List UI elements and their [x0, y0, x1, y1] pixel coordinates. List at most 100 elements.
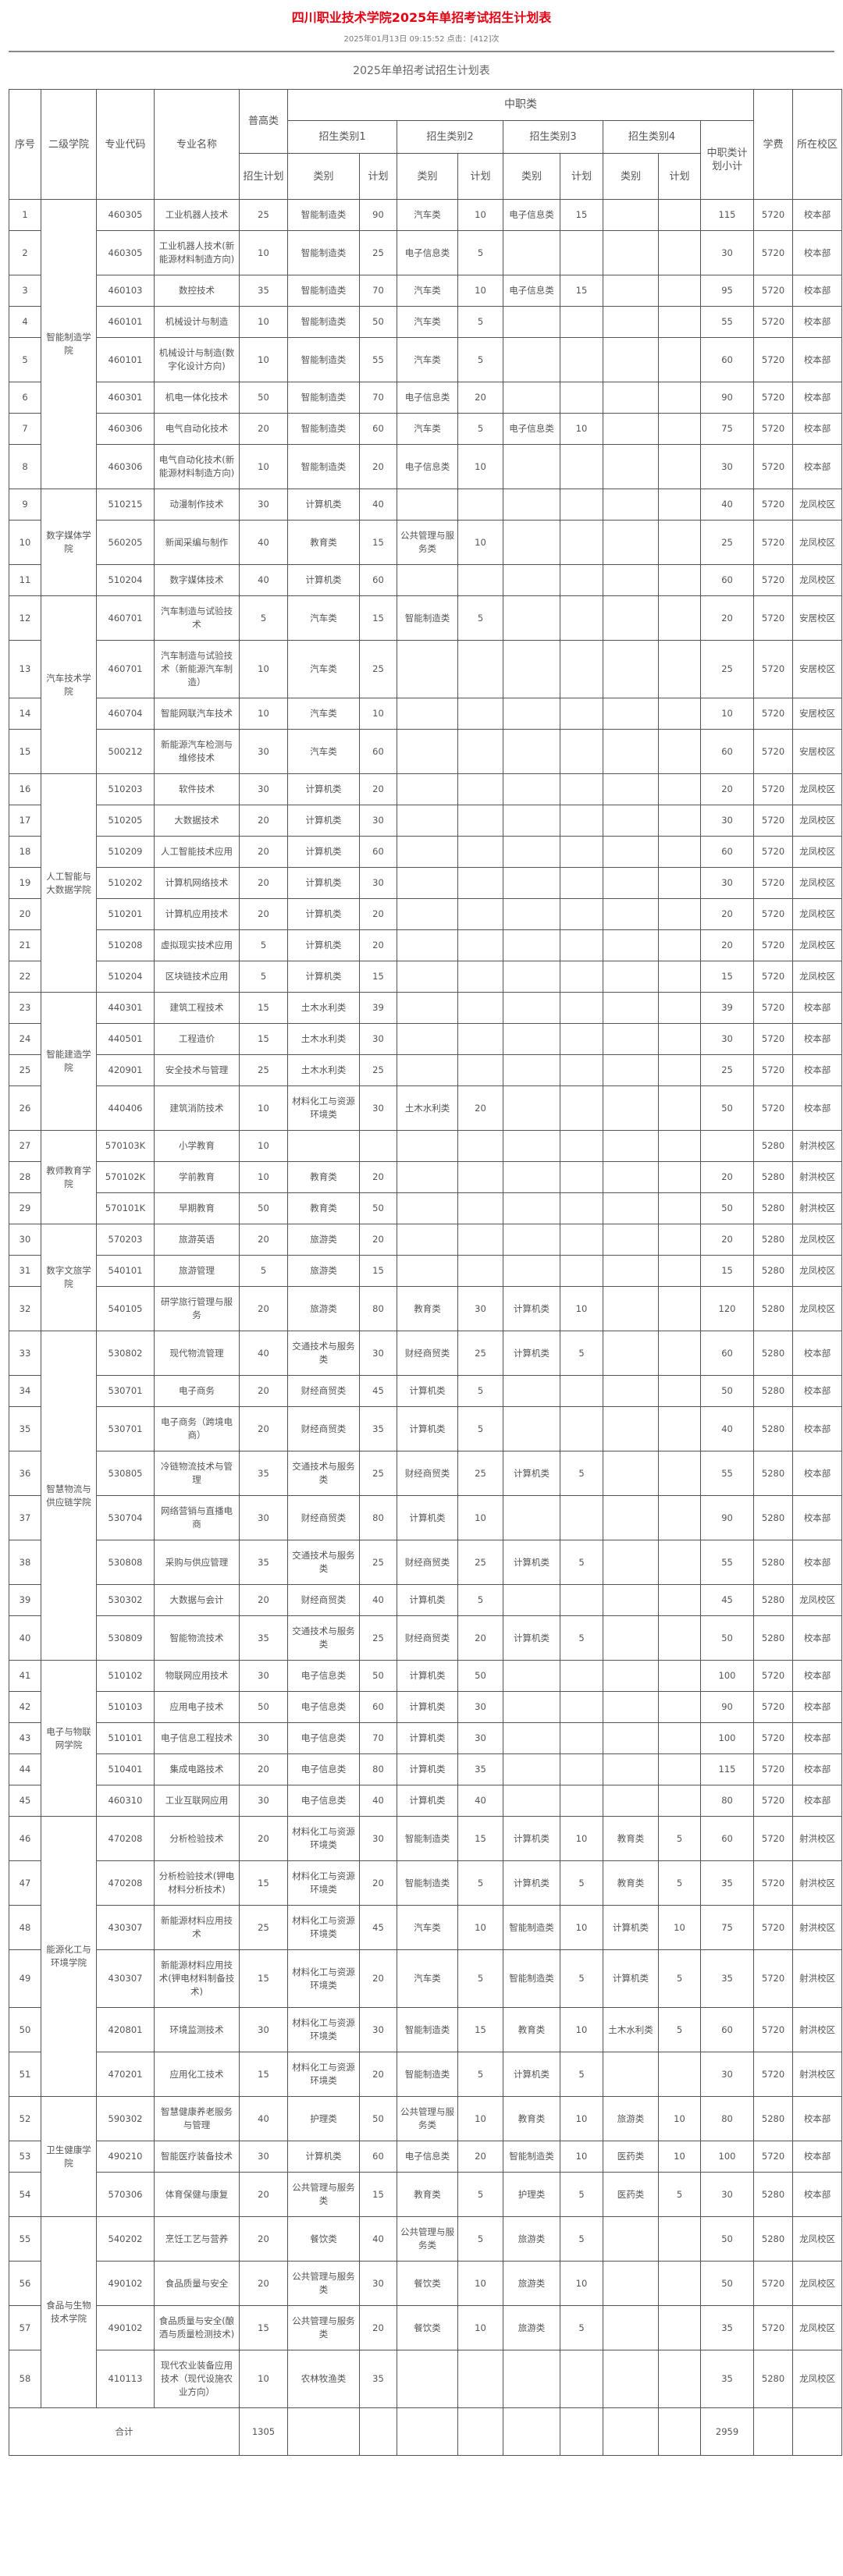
cell-cat1-plan: 25 [359, 640, 397, 698]
cell-cat2-type [397, 929, 458, 961]
cell-cat4-type [603, 489, 659, 521]
cell-cat3-type [503, 867, 560, 899]
cell-cat1-type: 旅游类 [287, 1286, 360, 1331]
cell-cat1-plan: 30 [359, 1085, 397, 1131]
cell-cat4-plan [658, 1540, 701, 1585]
cell-campus: 校本部 [792, 1375, 843, 1407]
cell-fee: 5720 [753, 1054, 794, 1086]
cell-pugao: 20 [239, 1406, 288, 1451]
cell-cat2-plan: 30 [457, 1691, 503, 1723]
cell-cat4-type: 医药类 [603, 2141, 659, 2173]
cell-cat3-type: 计算机类 [503, 1451, 560, 1496]
cell-cat4-type [603, 1054, 659, 1086]
cell-cat1-type: 材料化工与资源环境类 [287, 2052, 360, 2097]
cell-name: 工业机器人技术 [154, 199, 240, 231]
table-row: 47 470208 分析检验技术(钾电材料分析技术) 15 材料化工与资源环境类 20 智能… [9, 1860, 843, 1906]
cell-cat1-type: 汽车类 [287, 698, 360, 730]
cell-campus: 龙凤校区 [792, 2305, 843, 2350]
table-row: 1 智能制造学院 460305 工业机器人技术 25 智能制造类 90 汽车类 10 电子信息类 1… [9, 199, 843, 489]
cell-cat3-type [503, 1785, 560, 1817]
cell-code: 420901 [96, 1054, 155, 1086]
cell-cat2-type: 计算机类 [397, 1753, 458, 1785]
cell-cat2-plan: 5 [457, 413, 503, 445]
cell-campus: 龙凤校区 [792, 1286, 843, 1331]
cell-cat4-type: 计算机类 [603, 1949, 659, 2008]
cell-cat3-plan [560, 595, 603, 641]
cell-cat1-type: 智能制造类 [287, 337, 360, 382]
cell-college: 汽车技术学院 [41, 595, 97, 774]
cell-cat3-plan: 10 [560, 1286, 603, 1331]
cell-subtotal: 90 [699, 1691, 755, 1723]
cell-cat2-type [397, 1224, 458, 1256]
cell-cat1-plan: 20 [359, 1161, 397, 1193]
cell-cat1-type: 材料化工与资源环境类 [287, 1860, 360, 1906]
cell-cat4-type [603, 1722, 659, 1754]
cell-name: 智慧健康养老服务与管理 [154, 2096, 240, 2141]
cell-campus: 安居校区 [792, 640, 843, 698]
cell-fee: 5720 [753, 867, 794, 899]
cell-campus: 校本部 [792, 1085, 843, 1131]
cell-fee: 5280 [753, 1495, 794, 1540]
cell-cat2-type [397, 1255, 458, 1287]
cell-cat2-plan: 25 [457, 1540, 503, 1585]
cell-cat3-type [503, 805, 560, 837]
table-row: 40 530809 智能物流技术 35 交通技术与服务类 25 财经商贸类 20 计算机类 5 50… [9, 1615, 843, 1661]
col-cat4-type: 类别 [603, 153, 659, 200]
cell-cat1-type: 计算机类 [287, 867, 360, 899]
cell-cat2-plan: 10 [457, 2096, 503, 2141]
cell-cat4-type [603, 2052, 659, 2097]
table-header: 序号 二级学院 专业代码 专业名称 普高类 中职类 学费 所在校区 招生类别1 … [9, 89, 843, 200]
cell-cat4-type [603, 1615, 659, 1661]
cell-cat2-type [397, 961, 458, 993]
cell-name: 建筑消防技术 [154, 1085, 240, 1131]
cell-cat4-plan [658, 413, 701, 445]
table-row: 58 410113 现代农业装备应用技术（现代设施农业方向） 10 农林牧渔类 35 35 5… [9, 2350, 843, 2408]
cell-name: 智能医疗装备技术 [154, 2141, 240, 2173]
col-cat4: 招生类别4 [603, 120, 701, 154]
cell-name: 网络营销与直播电商 [154, 1495, 240, 1540]
table-row: 50 420801 环境监测技术 30 材料化工与资源环境类 30 智能制造类 15 教育类 10… [9, 2007, 843, 2052]
cell-subtotal: 40 [699, 1406, 755, 1451]
cell-college: 能源化工与环境学院 [41, 1816, 97, 2097]
cell-code: 560205 [96, 520, 155, 565]
cell-cat4-plan [658, 199, 701, 231]
cell-no: 10 [9, 520, 41, 565]
cell-cat1-type: 财经商贸类 [287, 1495, 360, 1540]
cell-fee: 5720 [753, 961, 794, 993]
cell-no: 14 [9, 698, 41, 730]
cell-cat2-plan [457, 640, 503, 698]
cell-pugao: 20 [239, 1286, 288, 1331]
cell-subtotal: 35 [699, 1860, 755, 1906]
cell-cat1-type: 计算机类 [287, 836, 360, 868]
cell-pugao: 15 [239, 1023, 288, 1055]
cell-cat1-plan: 50 [359, 1192, 397, 1224]
cell-cat4-type [603, 1451, 659, 1496]
empty-cell [503, 2407, 560, 2456]
cell-cat2-type: 教育类 [397, 2172, 458, 2217]
cell-pugao: 30 [239, 773, 288, 805]
cell-cat1-type: 教育类 [287, 1192, 360, 1224]
cell-code: 470208 [96, 1816, 155, 1861]
cell-cat2-plan: 5 [457, 1375, 503, 1407]
cell-campus: 龙凤校区 [792, 1584, 843, 1616]
cell-fee: 5280 [753, 1331, 794, 1376]
cell-cat2-plan [457, 1161, 503, 1193]
cell-no: 37 [9, 1495, 41, 1540]
cell-code: 460305 [96, 230, 155, 275]
cell-cat4-plan [658, 564, 701, 596]
cell-cat4-type [603, 1495, 659, 1540]
cell-cat3-plan [560, 698, 603, 730]
cell-code: 490102 [96, 2305, 155, 2350]
cell-cat2-plan: 5 [457, 306, 503, 338]
cell-cat4-type: 医药类 [603, 2172, 659, 2217]
cell-cat4-type [603, 444, 659, 489]
cell-cat1-plan: 30 [359, 867, 397, 899]
cell-fee: 5280 [753, 1584, 794, 1616]
cell-code: 510102 [96, 1660, 155, 1692]
col-cat2-plan: 计划 [457, 153, 503, 200]
cell-pugao: 15 [239, 1860, 288, 1906]
cell-cat1-plan: 60 [359, 413, 397, 445]
cell-pugao: 50 [239, 1691, 288, 1723]
cell-fee: 5720 [753, 382, 794, 414]
cell-name: 工程造价 [154, 1023, 240, 1055]
